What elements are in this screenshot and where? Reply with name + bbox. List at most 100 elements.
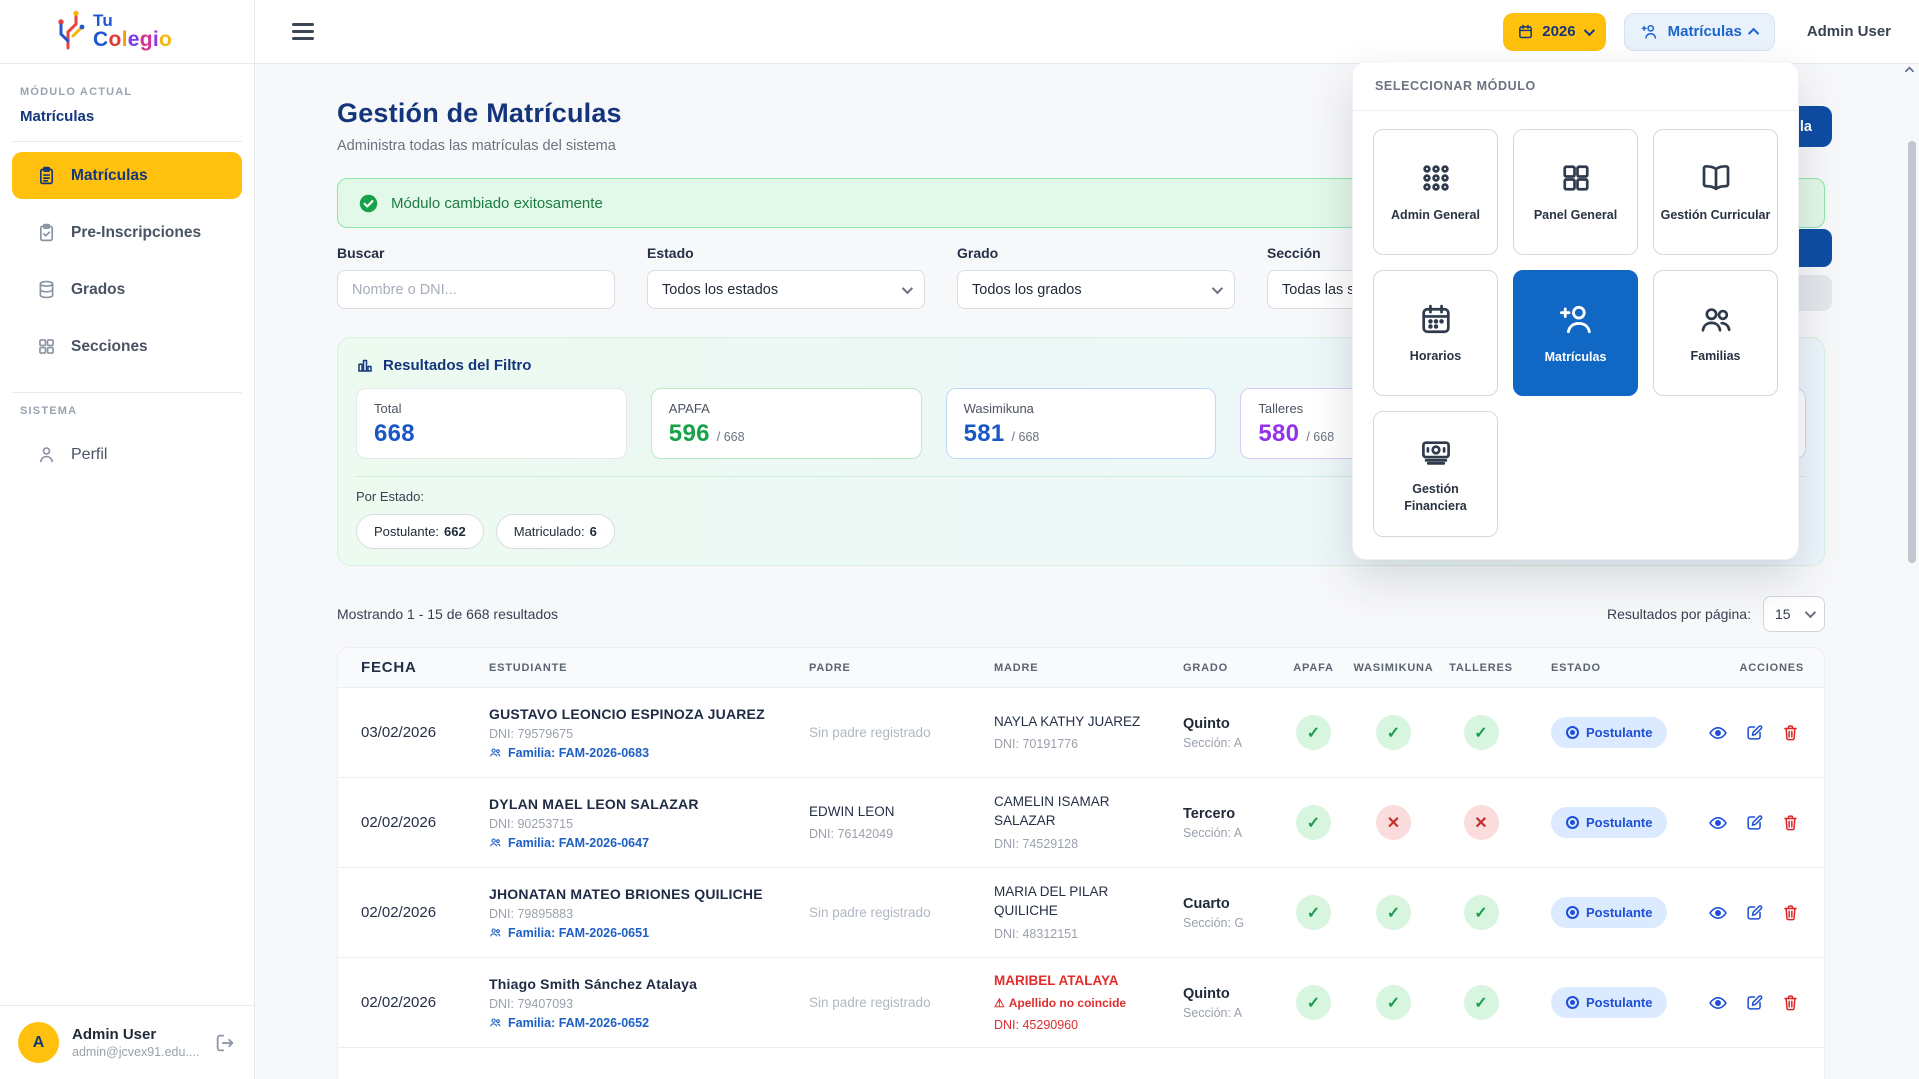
dots-grid-icon: [1418, 160, 1454, 196]
module-selector-button[interactable]: Matrículas: [1624, 13, 1775, 51]
delete-icon[interactable]: [1781, 723, 1800, 743]
pill-postulante: Postulante:662: [356, 514, 484, 549]
view-icon[interactable]: [1708, 813, 1728, 833]
sidebar-item-perfil[interactable]: Perfil: [12, 431, 242, 478]
chevron-down-icon: [902, 282, 913, 293]
family-link[interactable]: Familia: FAM-2026-0652: [489, 1016, 791, 1030]
check-circle-icon: [358, 193, 379, 214]
module-card-gestion-financiera[interactable]: Gestión Financiera: [1373, 411, 1498, 537]
talleres-status-icon: ✕: [1464, 805, 1499, 840]
edit-icon[interactable]: [1745, 813, 1764, 833]
divider: [12, 141, 242, 142]
family-link[interactable]: Familia: FAM-2026-0651: [489, 926, 791, 940]
family-link[interactable]: Familia: FAM-2026-0683: [489, 746, 791, 760]
student-name: GUSTAVO LEONCIO ESPINOZA JUAREZ: [489, 706, 791, 722]
clipboard-icon: [36, 165, 57, 186]
delete-icon[interactable]: [1781, 903, 1800, 923]
grado-label: Grado: [957, 245, 1235, 261]
topbar-user-name: Admin User: [1807, 23, 1891, 40]
status-badge: Postulante: [1551, 987, 1667, 1018]
module-card-familias[interactable]: Familias: [1653, 270, 1778, 396]
per-page-select[interactable]: 15: [1763, 596, 1825, 632]
per-page-label: Resultados por página:: [1607, 606, 1751, 622]
eye-dot-icon: [1566, 816, 1579, 829]
module-selector-panel: SELECCIONAR MÓDULO Admin General Panel G…: [1352, 61, 1799, 560]
apafa-status-icon: ✓: [1296, 895, 1331, 930]
avatar: A: [18, 1022, 59, 1063]
eye-dot-icon: [1566, 906, 1579, 919]
pill-matriculado: Matriculado:6: [496, 514, 615, 549]
wasimikuna-status-icon: ✕: [1376, 805, 1411, 840]
logout-icon[interactable]: [214, 1032, 236, 1054]
grid-icon: [36, 336, 57, 357]
stat-card-wasimikuna: Wasimikuna 581/ 668: [946, 388, 1217, 459]
wasimikuna-status-icon: ✓: [1376, 985, 1411, 1020]
module-card-panel-general[interactable]: Panel General: [1513, 129, 1638, 255]
stat-card-apafa: APAFA 596/ 668: [651, 388, 922, 459]
year-selector-button[interactable]: 2026: [1503, 13, 1605, 51]
module-card-admin-general[interactable]: Admin General: [1373, 129, 1498, 255]
sidebar-item-label: Matrículas: [71, 167, 148, 185]
view-icon[interactable]: [1708, 993, 1728, 1013]
book-icon: [1698, 160, 1734, 196]
chevron-down-icon: [1212, 282, 1223, 293]
sidebar-item-matriculas[interactable]: Matrículas: [12, 152, 242, 199]
module-card-matriculas[interactable]: Matrículas: [1513, 270, 1638, 396]
chevron-up-icon: [1748, 27, 1759, 38]
edit-icon[interactable]: [1745, 993, 1764, 1013]
delete-icon[interactable]: [1781, 993, 1800, 1013]
sidebar-item-label: Perfil: [71, 446, 107, 464]
person-icon: [36, 444, 57, 465]
clipboard-check-icon: [36, 222, 57, 243]
table-row: 02/02/2026 DYLAN MAEL LEON SALAZAR DNI: …: [338, 778, 1824, 868]
logo[interactable]: Tu Colegio: [0, 0, 254, 64]
sidebar-item-label: Grados: [71, 281, 125, 299]
scrollbar-thumb[interactable]: [1908, 141, 1916, 563]
edit-icon[interactable]: [1745, 903, 1764, 923]
sidebar-item-pre-inscripciones[interactable]: Pre-Inscripciones: [12, 209, 242, 256]
module-card-horarios[interactable]: Horarios: [1373, 270, 1498, 396]
edit-icon[interactable]: [1745, 723, 1764, 743]
view-icon[interactable]: [1708, 723, 1728, 743]
status-badge: Postulante: [1551, 807, 1667, 838]
module-card-gestion-curricular[interactable]: Gestión Curricular: [1653, 129, 1778, 255]
apafa-status-icon: ✓: [1296, 715, 1331, 750]
user-name: Admin User: [72, 1026, 201, 1043]
person-plus-icon: [1640, 22, 1659, 41]
wasimikuna-status-icon: ✓: [1376, 895, 1411, 930]
delete-icon[interactable]: [1781, 813, 1800, 833]
system-label: SISTEMA: [20, 405, 234, 417]
sidebar-user-card: A Admin User admin@jcvex91.edu....: [0, 1005, 254, 1079]
current-module-value: Matrículas: [20, 108, 234, 125]
search-input[interactable]: [337, 270, 615, 309]
sidebar-item-label: Pre-Inscripciones: [71, 224, 201, 242]
divider: [12, 392, 242, 393]
student-name: Thiago Smith Sánchez Atalaya: [489, 976, 791, 992]
calendar-icon: [1418, 301, 1454, 337]
logo-icon: [55, 10, 85, 54]
student-name: DYLAN MAEL LEON SALAZAR: [489, 796, 791, 812]
talleres-status-icon: ✓: [1464, 985, 1499, 1020]
sidebar-item-grados[interactable]: Grados: [12, 266, 242, 313]
year-value: 2026: [1542, 23, 1575, 40]
sidebar-item-secciones[interactable]: Secciones: [12, 323, 242, 370]
apafa-status-icon: ✓: [1296, 985, 1331, 1020]
estado-select[interactable]: Todos los estados: [647, 270, 925, 309]
grado-select[interactable]: Todos los grados: [957, 270, 1235, 309]
database-icon: [36, 279, 57, 300]
sidebar-nav: Matrículas Pre-Inscripciones Grados: [0, 152, 254, 370]
table-row: Gabriel Nicolás Julcamoro Paico MARIA DE…: [338, 1048, 1824, 1079]
chevron-down-icon: [1805, 607, 1816, 618]
madre-name: MARIA DEL PILAR QUILICHE: [994, 882, 1166, 921]
warning-row: ⚠Apellido no coincide: [994, 995, 1166, 1012]
view-icon[interactable]: [1708, 903, 1728, 923]
sidebar: Tu Colegio MÓDULO ACTUAL Matrículas Matr…: [0, 0, 255, 1079]
status-badge: Postulante: [1551, 897, 1667, 928]
wasimikuna-status-icon: ✓: [1376, 715, 1411, 750]
scroll-up-icon[interactable]: [1904, 64, 1915, 75]
family-link[interactable]: Familia: FAM-2026-0647: [489, 836, 791, 850]
chevron-down-icon: [1583, 24, 1594, 35]
matriculas-table: FECHA ESTUDIANTE PADRE MADRE GRADO APAFA…: [337, 647, 1825, 1079]
menu-toggle-icon[interactable]: [292, 23, 314, 39]
apafa-status-icon: ✓: [1296, 805, 1331, 840]
